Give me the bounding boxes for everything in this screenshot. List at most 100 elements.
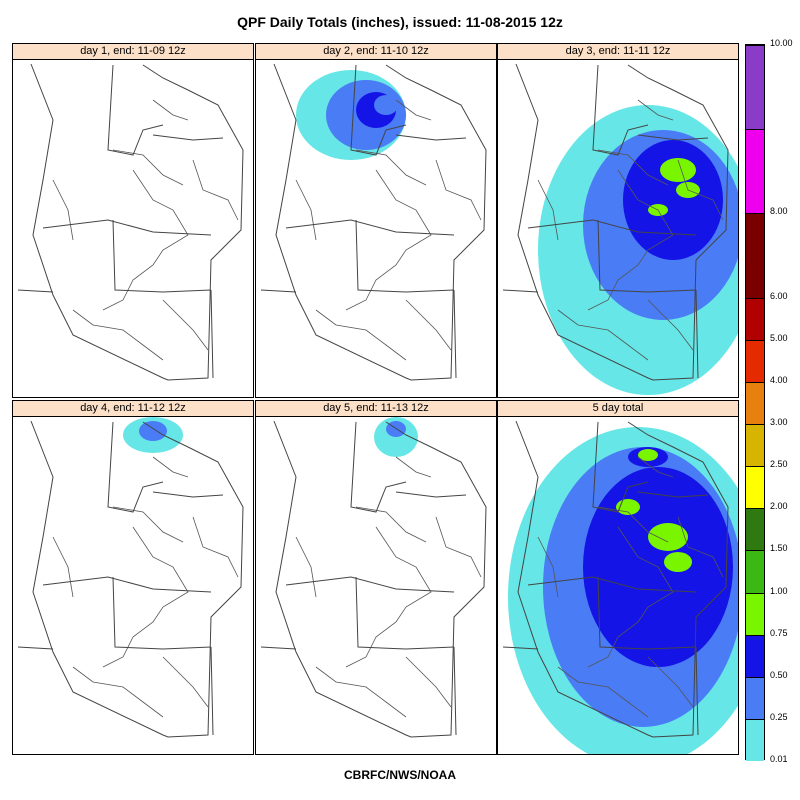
legend-color-swatch <box>746 550 764 593</box>
boundary-line <box>210 646 214 736</box>
river-line <box>192 516 239 578</box>
precip-legend-bar <box>745 44 765 761</box>
legend-color-swatch <box>746 466 764 509</box>
river-line <box>102 169 189 311</box>
legend-tick-label: 0.01 <box>770 754 788 764</box>
precip-map <box>17 417 244 738</box>
river-line <box>647 299 694 351</box>
boundary-line <box>285 219 455 236</box>
boundary-line <box>17 289 54 293</box>
boundary-line <box>395 491 467 498</box>
boundary-line <box>453 646 457 736</box>
river-line <box>315 666 407 718</box>
river-line <box>72 309 164 361</box>
river-line <box>295 536 317 598</box>
legend-tick-label: 8.00 <box>770 206 788 217</box>
boundary-line <box>637 491 709 498</box>
river-line <box>395 99 432 121</box>
legend-tick-label: 5.00 <box>770 332 788 343</box>
precip-area <box>648 523 688 551</box>
river-line <box>405 299 452 351</box>
legend-color-swatch <box>746 592 764 635</box>
boundary-line <box>597 576 697 650</box>
panel-title: 5 day total <box>498 401 738 417</box>
boundary-line <box>502 289 539 293</box>
legend-color-swatch <box>746 718 764 761</box>
boundary-line <box>107 64 164 156</box>
river-line <box>597 506 669 543</box>
boundary-line <box>30 420 244 738</box>
legend-color-swatch <box>746 634 764 677</box>
precip-area <box>623 140 723 260</box>
chart-title: QPF Daily Totals (inches), issued: 11-08… <box>237 14 563 30</box>
legend-tick-label: 2.50 <box>770 459 788 470</box>
map-panel: day 3, end: 11-11 12z <box>497 43 739 398</box>
river-line <box>557 666 649 718</box>
river-line <box>162 656 209 708</box>
boundary-line <box>355 219 455 293</box>
boundary-line <box>637 134 709 141</box>
boundary-line <box>527 219 697 236</box>
panel-title: day 1, end: 11-09 12z <box>13 44 253 60</box>
legend-tick-label: 3.00 <box>770 417 788 428</box>
precip-area <box>139 421 167 441</box>
legend-tick-label: 1.50 <box>770 543 788 554</box>
river-line <box>435 159 482 221</box>
legend-color-swatch <box>746 381 764 425</box>
boundary-line <box>152 134 224 141</box>
legend-tick-label: 10.00 <box>770 38 793 48</box>
river-line <box>587 526 674 668</box>
boundary-line <box>350 421 407 513</box>
legend-color-swatch <box>746 339 764 382</box>
river-line <box>112 149 184 186</box>
river-line <box>597 149 669 186</box>
map-panel: day 5, end: 11-13 12z <box>255 400 497 755</box>
legend-color-swatch <box>746 508 764 551</box>
boundary-line <box>453 289 457 379</box>
precip-area <box>664 552 692 572</box>
river-line <box>537 536 559 598</box>
precip-area <box>660 158 696 182</box>
river-line <box>345 169 432 311</box>
boundary-line <box>592 421 649 513</box>
boundary-line <box>597 219 697 293</box>
river-line <box>295 179 317 241</box>
legend-tick-label: 6.00 <box>770 290 788 301</box>
river-line <box>192 159 239 221</box>
river-line <box>72 666 164 718</box>
boundary-line <box>112 219 212 293</box>
precip-map <box>17 63 244 381</box>
boundary-line <box>260 646 297 650</box>
river-line <box>355 506 427 543</box>
river-line <box>102 526 189 668</box>
river-line <box>587 169 674 311</box>
legend-tick-label: 0.25 <box>770 711 788 722</box>
legend-color-swatch <box>746 213 764 298</box>
boundary-line <box>17 646 54 650</box>
legend-tick-label: 0.50 <box>770 669 788 680</box>
precip-area <box>638 449 658 461</box>
map-panel: day 2, end: 11-10 12z <box>255 43 497 398</box>
river-line <box>435 516 482 578</box>
boundary-line <box>107 421 164 513</box>
boundary-line <box>350 64 407 156</box>
boundary-line <box>355 576 455 650</box>
river-line <box>152 99 189 121</box>
legend-color-swatch <box>746 45 764 130</box>
boundary-line <box>527 576 697 593</box>
boundary-line <box>285 576 455 593</box>
river-line <box>677 159 724 221</box>
legend-color-swatch <box>746 129 764 214</box>
boundary-line <box>515 420 729 738</box>
precip-map <box>502 63 738 395</box>
map-panel: day 4, end: 11-12 12z <box>12 400 254 755</box>
boundary-line <box>515 63 729 381</box>
river-line <box>52 179 74 241</box>
river-line <box>152 456 189 478</box>
boundary-line <box>592 64 649 156</box>
river-line <box>345 526 432 668</box>
river-line <box>647 656 694 708</box>
river-line <box>637 99 674 121</box>
river-line <box>537 179 559 241</box>
river-line <box>112 506 184 543</box>
